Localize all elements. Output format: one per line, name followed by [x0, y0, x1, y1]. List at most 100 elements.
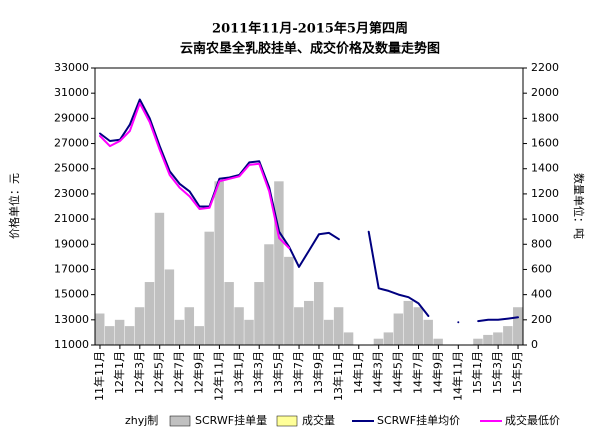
- bar: [433, 338, 443, 345]
- bar: [294, 307, 304, 345]
- bar: [164, 269, 175, 345]
- x-tick-label: 14年11月: [450, 351, 464, 401]
- chart-subtitle: 云南农垦全乳胶挂单、成交价格及数量走势图: [180, 41, 440, 57]
- y-tick-label: 33000: [54, 61, 89, 74]
- y2-tick-label: 1600: [531, 137, 559, 150]
- x-tick-label: 14年7月: [410, 351, 424, 394]
- y-tick-label: 17000: [54, 262, 89, 275]
- x-tick-label: 12年7月: [172, 351, 186, 394]
- y2-tick-label: 1000: [531, 212, 559, 225]
- x-tick-label: 14年5月: [391, 351, 405, 394]
- bar: [134, 307, 145, 345]
- x-tick-label: 13年9月: [311, 351, 325, 394]
- bar: [244, 319, 254, 345]
- legend-swatch: [276, 415, 298, 427]
- bar: [254, 282, 264, 345]
- credit: zhyj制: [125, 414, 158, 427]
- x-tick-label: 13年5月: [271, 351, 285, 394]
- y2-axis-label: 数量单位：吨: [572, 173, 586, 239]
- x-tick-label: 13年7月: [291, 351, 305, 394]
- bar: [493, 332, 503, 345]
- bar: [95, 313, 105, 345]
- bar: [214, 181, 224, 345]
- y-tick-label: 29000: [54, 111, 89, 124]
- y-tick-label: 25000: [54, 162, 89, 175]
- y-tick-label: 27000: [54, 137, 89, 150]
- y2-tick-label: 0: [531, 338, 538, 351]
- line: [99, 102, 291, 250]
- x-tick-label: 13年11月: [331, 351, 345, 401]
- bar: [513, 307, 523, 345]
- y2-tick-label: 1400: [531, 162, 559, 175]
- legend-label: 成交量: [302, 413, 335, 427]
- y2-tick-label: 600: [531, 262, 552, 275]
- x-tick-label: 15年3月: [490, 351, 504, 394]
- bar: [343, 332, 354, 345]
- bar: [194, 326, 204, 345]
- x-tick-label: 12年3月: [132, 351, 146, 394]
- y-tick-label: 11000: [54, 338, 89, 351]
- x-tick-label: 13年3月: [251, 351, 265, 394]
- x-tick-label: 13年1月: [231, 351, 245, 394]
- bar: [154, 212, 165, 345]
- bar: [403, 300, 414, 345]
- x-tick-label: 12年11月: [211, 351, 225, 401]
- y2-tick-label: 2000: [531, 86, 559, 99]
- legend-label: SCRWF挂单量: [195, 413, 267, 427]
- bar: [503, 326, 513, 345]
- chart-title: 2011年11月-2015年5月第四周: [212, 21, 408, 37]
- bar: [124, 326, 135, 345]
- x-tick-label: 12年1月: [112, 351, 126, 394]
- x-tick-label: 12年9月: [192, 351, 206, 394]
- y2-tick-label: 800: [531, 237, 552, 250]
- bar: [144, 282, 155, 345]
- x-tick-label: 14年9月: [430, 351, 444, 394]
- bar: [313, 282, 324, 345]
- legend-label: SCRWF挂单均价: [377, 413, 460, 427]
- bar: [383, 332, 394, 345]
- legend-swatch: [169, 415, 191, 427]
- x-tick-label: 12年5月: [152, 351, 166, 394]
- bar: [323, 319, 334, 345]
- bar: [104, 326, 115, 345]
- bar: [284, 256, 294, 345]
- y2-tick-label: 1200: [531, 187, 559, 200]
- bar: [393, 313, 404, 345]
- y-tick-label: 13000: [54, 313, 89, 326]
- y-tick-label: 21000: [54, 212, 89, 225]
- plot-frame: [94, 67, 524, 346]
- bar: [423, 319, 433, 345]
- bar: [234, 307, 244, 345]
- legend-label: 成交最低价: [505, 413, 560, 427]
- bar: [114, 319, 125, 345]
- x-tick-label: 14年3月: [371, 351, 385, 394]
- line: [99, 98, 519, 324]
- bar: [483, 334, 493, 345]
- bar: [413, 307, 423, 345]
- bar: [204, 231, 214, 345]
- y2-tick-label: 400: [531, 288, 552, 301]
- bar: [333, 307, 344, 345]
- bar: [184, 307, 195, 345]
- y2-tick-label: 200: [531, 313, 552, 326]
- y2-tick-label: 1800: [531, 111, 559, 124]
- bar: [264, 244, 274, 345]
- bar: [174, 319, 185, 345]
- bar: [473, 338, 483, 345]
- bar: [224, 282, 234, 345]
- bar: [373, 338, 384, 345]
- y-tick-label: 19000: [54, 237, 89, 250]
- x-tick-label: 11年11月: [92, 351, 106, 401]
- bar: [274, 181, 284, 345]
- y-tick-label: 15000: [54, 288, 89, 301]
- x-tick-label: 15年1月: [470, 351, 484, 394]
- bar: [304, 300, 314, 345]
- y-tick-label: 31000: [54, 86, 89, 99]
- x-tick-label: 15年5月: [510, 351, 524, 394]
- y-tick-label: 23000: [54, 187, 89, 200]
- x-tick-label: 14年1月: [351, 351, 365, 394]
- y-axis-label: 价格单位：元: [7, 173, 21, 239]
- y2-tick-label: 2200: [531, 61, 559, 74]
